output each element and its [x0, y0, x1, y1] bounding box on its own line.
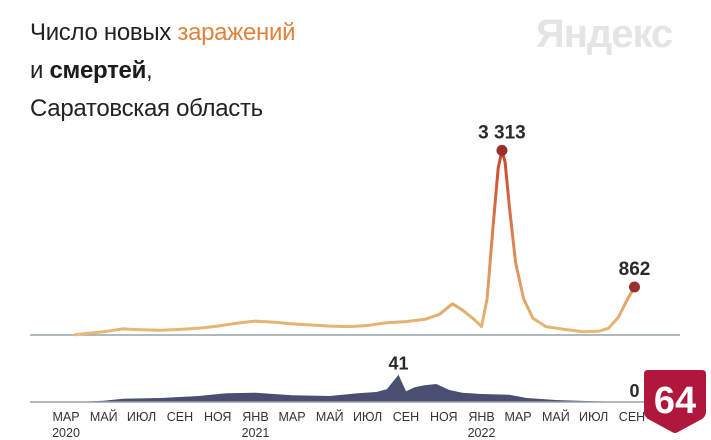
deaths-data-label: 41 [389, 354, 409, 374]
deaths-series-area [74, 374, 635, 402]
x-tick-label: МАР [52, 410, 79, 424]
title-infections-word: заражений [177, 19, 296, 46]
infections-data-label: 3 313 [478, 122, 526, 143]
x-tick-label: ИЮЛ [579, 410, 608, 424]
infections-point [628, 281, 640, 293]
x-tick-label: ИЮЛ [127, 410, 156, 424]
deaths-chart: 41 0 [30, 354, 680, 403]
x-tick-label: ИЮЛ [353, 410, 382, 424]
title-deaths-word: смертей [49, 57, 147, 84]
infections-series-line [73, 148, 636, 337]
x-tick-year-label: 2020 [52, 426, 80, 440]
x-tick-label: ЯНВ [242, 410, 268, 424]
x-tick-label: МАЙ [316, 409, 344, 424]
x-tick-label: МАР [278, 410, 305, 424]
x-tick-label: ЯНВ [468, 410, 494, 424]
yandex-logo: Яндекс [536, 12, 673, 56]
region-badge: 64 [644, 370, 706, 433]
infections-chart: 3 313 862 [30, 122, 680, 337]
infections-data-label: 862 [619, 259, 651, 280]
x-tick-label: СЕН [167, 410, 193, 424]
title-text: Число новых [30, 19, 178, 46]
title-text: и [30, 57, 50, 84]
chart-title: Число новых заражений и смертей, Саратов… [30, 14, 296, 128]
x-tick-label: МАЙ [542, 409, 570, 424]
deaths-data-label: 0 [629, 381, 639, 401]
badge-label: 64 [654, 380, 696, 422]
x-tick-year-label: 2021 [242, 426, 270, 440]
x-tick-label: МАЙ [90, 409, 118, 424]
title-line-2: и смертей, [30, 52, 295, 90]
x-tick-label: НОЯ [430, 410, 458, 424]
x-tick-label: СЕН [619, 410, 645, 424]
x-tick-label: МАР [505, 410, 532, 424]
infections-point [496, 144, 508, 156]
x-tick-label: СЕН [393, 410, 419, 424]
x-tick-label: НОЯ [204, 410, 232, 424]
title-line-1: Число новых заражений [30, 14, 296, 52]
title-line-3: Саратовская область [30, 95, 263, 122]
x-tick-year-label: 2022 [468, 426, 496, 440]
title-text: , [146, 57, 153, 84]
badge-shield-icon [644, 370, 706, 433]
x-axis: МАР 2020 МАЙ ИЮЛ СЕН НОЯ ЯНВ 2021 МАР МАЙ ИЮЛ СЕН НО… [52, 409, 645, 440]
